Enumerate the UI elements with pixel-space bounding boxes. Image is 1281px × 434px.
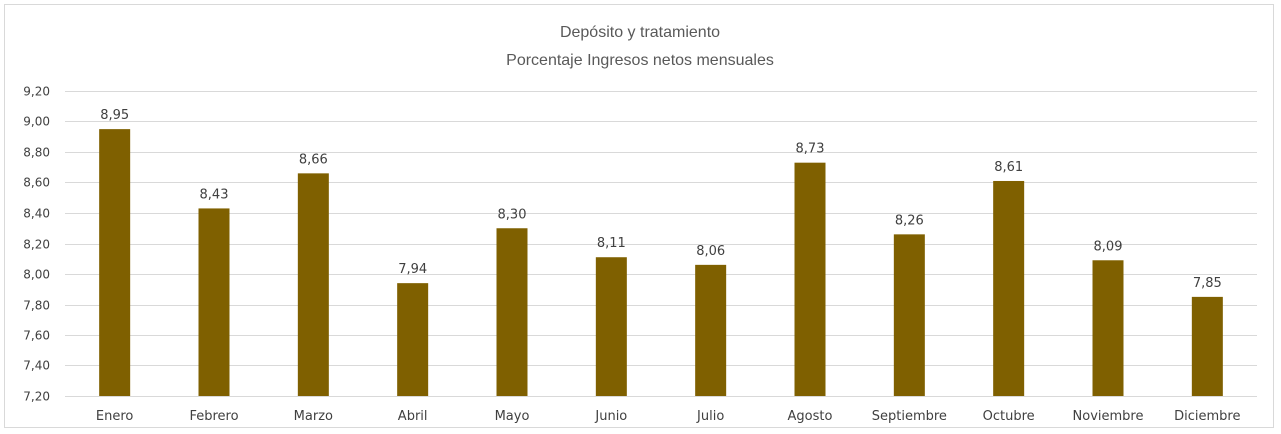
x-category-label: Octubre — [983, 409, 1035, 424]
data-label: 8,61 — [994, 160, 1023, 175]
x-category-label: Noviembre — [1073, 409, 1144, 424]
x-category-label: Agosto — [788, 409, 833, 424]
gridlines — [65, 91, 1257, 397]
bar — [198, 208, 230, 396]
data-label: 8,26 — [895, 213, 924, 228]
y-axis-ticks: 7,20 7,40 7,60 7,80 8,00 8,20 8,40 8,60 8,80 9,00… — [23, 85, 50, 404]
data-label: 7,94 — [398, 262, 427, 277]
x-category-label: Febrero — [189, 409, 238, 424]
x-category-label: Mayo — [495, 409, 530, 424]
bar — [496, 228, 528, 396]
x-category-label: Enero — [96, 409, 134, 424]
data-label: 7,85 — [1193, 276, 1222, 291]
x-category-label: Abril — [398, 409, 428, 424]
y-tick-label: 7,80 — [23, 299, 50, 313]
x-axis-categories: Enero Febrero Marzo Abril Mayo Junio Julio Agos… — [96, 409, 1241, 424]
bars — [99, 129, 1223, 396]
x-category-label: Junio — [594, 409, 627, 424]
data-label: 8,09 — [1094, 239, 1123, 254]
x-category-label: Diciembre — [1174, 409, 1240, 424]
y-tick-label: 8,00 — [23, 268, 50, 282]
data-label: 8,11 — [597, 236, 626, 251]
y-tick-label: 7,60 — [23, 329, 50, 343]
bar — [1092, 260, 1124, 396]
bar — [993, 180, 1025, 396]
data-label: 8,30 — [498, 207, 527, 222]
bar — [794, 162, 826, 396]
y-tick-label: 8,20 — [23, 238, 50, 252]
y-tick-label: 9,20 — [23, 85, 50, 99]
x-category-label: Septiembre — [872, 409, 947, 424]
y-tick-label: 7,40 — [23, 359, 50, 373]
data-label: 8,43 — [200, 187, 229, 202]
bar — [595, 257, 627, 396]
x-category-label: Julio — [696, 409, 724, 424]
y-tick-label: 8,40 — [23, 207, 50, 221]
y-tick-label: 8,60 — [23, 176, 50, 190]
data-labels: 8,95 8,43 8,66 7,94 8,30 8,11 8,06 8,73 8,26 8,61… — [100, 108, 1222, 291]
data-label: 8,66 — [299, 152, 328, 167]
bar — [99, 129, 131, 396]
bar — [1191, 296, 1223, 396]
chart-title: Depósito y tratamiento — [560, 24, 720, 41]
bar — [297, 173, 329, 396]
data-label: 8,95 — [100, 108, 129, 123]
data-label: 8,73 — [796, 142, 825, 157]
y-tick-label: 8,80 — [23, 146, 50, 160]
bar — [397, 283, 429, 396]
bar — [695, 264, 727, 396]
chart-subtitle: Porcentaje Ingresos netos mensuales — [506, 52, 774, 69]
bar — [893, 234, 925, 396]
y-tick-label: 7,20 — [23, 390, 50, 404]
y-tick-label: 9,00 — [23, 115, 50, 129]
data-label: 8,06 — [696, 244, 725, 259]
x-category-label: Marzo — [294, 409, 333, 424]
